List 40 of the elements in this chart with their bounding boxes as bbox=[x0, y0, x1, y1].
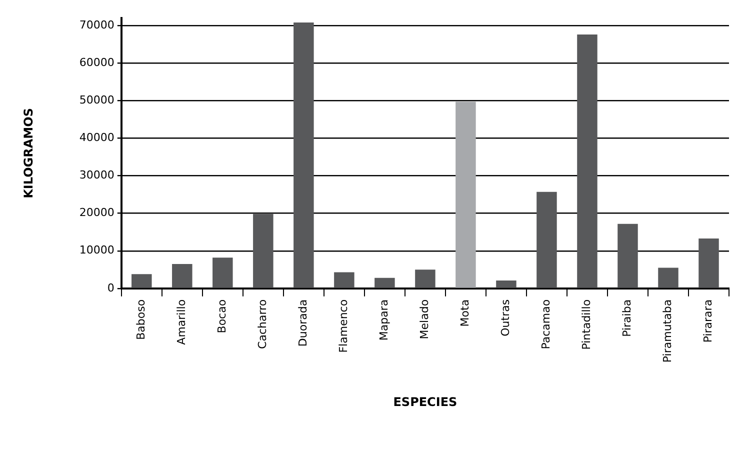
y-tick-label: 40000 bbox=[79, 131, 114, 144]
y-tick-label: 30000 bbox=[79, 168, 114, 182]
bar bbox=[374, 278, 395, 288]
bar bbox=[212, 258, 233, 288]
bar bbox=[536, 192, 557, 288]
bar bbox=[456, 102, 476, 288]
x-tick-label: Duorada bbox=[296, 299, 310, 347]
x-tick-label: Flamenco bbox=[337, 299, 350, 353]
x-tick-label: Outras bbox=[499, 299, 512, 336]
x-tick-label: Pirarara bbox=[702, 299, 715, 343]
bar bbox=[172, 264, 192, 288]
bar bbox=[698, 238, 719, 288]
bar bbox=[415, 270, 436, 288]
y-tick-label: 70000 bbox=[79, 18, 114, 32]
bar bbox=[577, 34, 598, 288]
x-axis-title: ESPECIES bbox=[393, 394, 458, 409]
x-tick-label: Amarillo bbox=[175, 299, 188, 345]
bar bbox=[253, 214, 274, 288]
y-tick-label: 60000 bbox=[79, 56, 114, 69]
y-axis-title: KILOGRAMOS bbox=[21, 108, 36, 198]
bar bbox=[618, 224, 638, 288]
bar bbox=[294, 22, 314, 288]
y-tick-label: 10000 bbox=[79, 244, 114, 257]
x-tick-label: Cacharro bbox=[256, 299, 270, 349]
y-tick-label: 0 bbox=[107, 281, 114, 294]
x-tick-label: Mota bbox=[458, 299, 472, 327]
x-tick-label: Pacamao bbox=[540, 299, 553, 350]
x-tick-label: Piramutaba bbox=[661, 299, 674, 363]
x-tick-label: Pintadillo bbox=[580, 299, 594, 350]
x-tick-label: Melado bbox=[418, 299, 432, 340]
x-tick-label: Piraiba bbox=[620, 299, 634, 337]
x-tick-label: Bocao bbox=[216, 299, 229, 334]
y-tick-label: 20000 bbox=[79, 206, 114, 220]
bar bbox=[496, 280, 516, 288]
bar bbox=[132, 274, 152, 288]
x-tick-label: Mapara bbox=[378, 299, 391, 341]
x-tick-label: Baboso bbox=[134, 299, 148, 340]
y-tick-label: 50000 bbox=[79, 93, 114, 106]
bar bbox=[658, 268, 678, 288]
bar bbox=[334, 272, 354, 288]
